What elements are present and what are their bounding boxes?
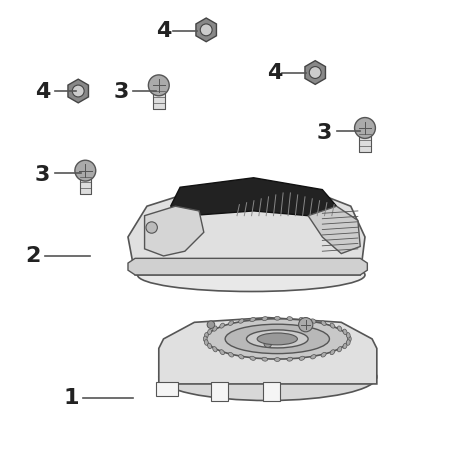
Polygon shape — [145, 206, 204, 256]
Ellipse shape — [228, 352, 234, 357]
Ellipse shape — [321, 321, 326, 326]
Ellipse shape — [274, 358, 280, 362]
Text: 3: 3 — [113, 82, 128, 102]
Bar — [263, 382, 280, 401]
Circle shape — [146, 222, 157, 233]
Circle shape — [75, 160, 96, 181]
Ellipse shape — [330, 350, 335, 355]
Ellipse shape — [159, 353, 377, 401]
Ellipse shape — [238, 319, 244, 323]
Text: 4: 4 — [35, 82, 50, 102]
Ellipse shape — [310, 355, 316, 359]
Polygon shape — [308, 206, 360, 254]
Circle shape — [200, 24, 212, 36]
Bar — [359, 128, 371, 152]
Ellipse shape — [203, 336, 207, 342]
Text: 4: 4 — [156, 21, 171, 41]
Polygon shape — [171, 178, 337, 216]
Ellipse shape — [347, 336, 351, 342]
Ellipse shape — [299, 356, 305, 360]
Circle shape — [355, 118, 375, 138]
Text: 2: 2 — [26, 246, 41, 266]
Ellipse shape — [343, 343, 347, 349]
Circle shape — [309, 67, 321, 79]
Ellipse shape — [204, 340, 208, 346]
Ellipse shape — [321, 352, 326, 357]
Text: 1: 1 — [64, 388, 79, 408]
Ellipse shape — [213, 346, 217, 352]
Ellipse shape — [346, 332, 350, 338]
Bar — [211, 382, 228, 401]
Circle shape — [207, 321, 215, 328]
Polygon shape — [128, 180, 365, 275]
Ellipse shape — [225, 324, 329, 354]
Ellipse shape — [299, 318, 305, 321]
Polygon shape — [128, 258, 367, 275]
Text: 4: 4 — [267, 64, 283, 83]
Ellipse shape — [250, 318, 255, 321]
Ellipse shape — [228, 321, 234, 326]
Bar — [80, 171, 91, 194]
Ellipse shape — [220, 350, 224, 355]
Ellipse shape — [137, 258, 365, 292]
Ellipse shape — [337, 346, 342, 352]
Ellipse shape — [346, 340, 350, 346]
Ellipse shape — [337, 326, 342, 331]
Circle shape — [299, 318, 313, 332]
Ellipse shape — [274, 317, 280, 320]
Ellipse shape — [262, 317, 268, 320]
Circle shape — [264, 340, 272, 347]
Ellipse shape — [343, 329, 347, 335]
Polygon shape — [68, 79, 89, 103]
Ellipse shape — [257, 333, 297, 345]
Polygon shape — [305, 61, 326, 84]
Text: 3: 3 — [317, 123, 332, 143]
Ellipse shape — [220, 323, 224, 328]
Circle shape — [72, 85, 84, 97]
Ellipse shape — [310, 319, 316, 323]
Ellipse shape — [208, 329, 211, 335]
Polygon shape — [196, 18, 217, 42]
Circle shape — [148, 75, 169, 96]
Bar — [153, 85, 164, 109]
Ellipse shape — [287, 317, 292, 320]
Ellipse shape — [204, 332, 208, 338]
Text: 3: 3 — [35, 165, 50, 185]
Ellipse shape — [206, 319, 348, 359]
Ellipse shape — [262, 357, 268, 361]
Bar — [156, 382, 178, 396]
Ellipse shape — [330, 323, 335, 328]
Ellipse shape — [287, 357, 292, 361]
Ellipse shape — [250, 356, 255, 360]
Ellipse shape — [246, 330, 308, 348]
Polygon shape — [159, 318, 377, 384]
Ellipse shape — [213, 326, 217, 331]
Ellipse shape — [238, 355, 244, 359]
Ellipse shape — [208, 343, 211, 349]
